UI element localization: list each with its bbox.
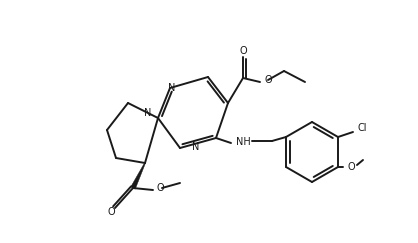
Text: N: N: [192, 142, 200, 152]
Text: N: N: [168, 83, 176, 93]
Text: N: N: [144, 108, 152, 118]
Polygon shape: [131, 163, 145, 189]
Text: NH: NH: [236, 137, 250, 147]
Text: O: O: [347, 162, 355, 172]
Text: O: O: [264, 75, 272, 85]
Text: O: O: [156, 183, 164, 193]
Text: Cl: Cl: [357, 123, 367, 133]
Text: O: O: [107, 207, 115, 217]
Text: O: O: [239, 46, 247, 56]
